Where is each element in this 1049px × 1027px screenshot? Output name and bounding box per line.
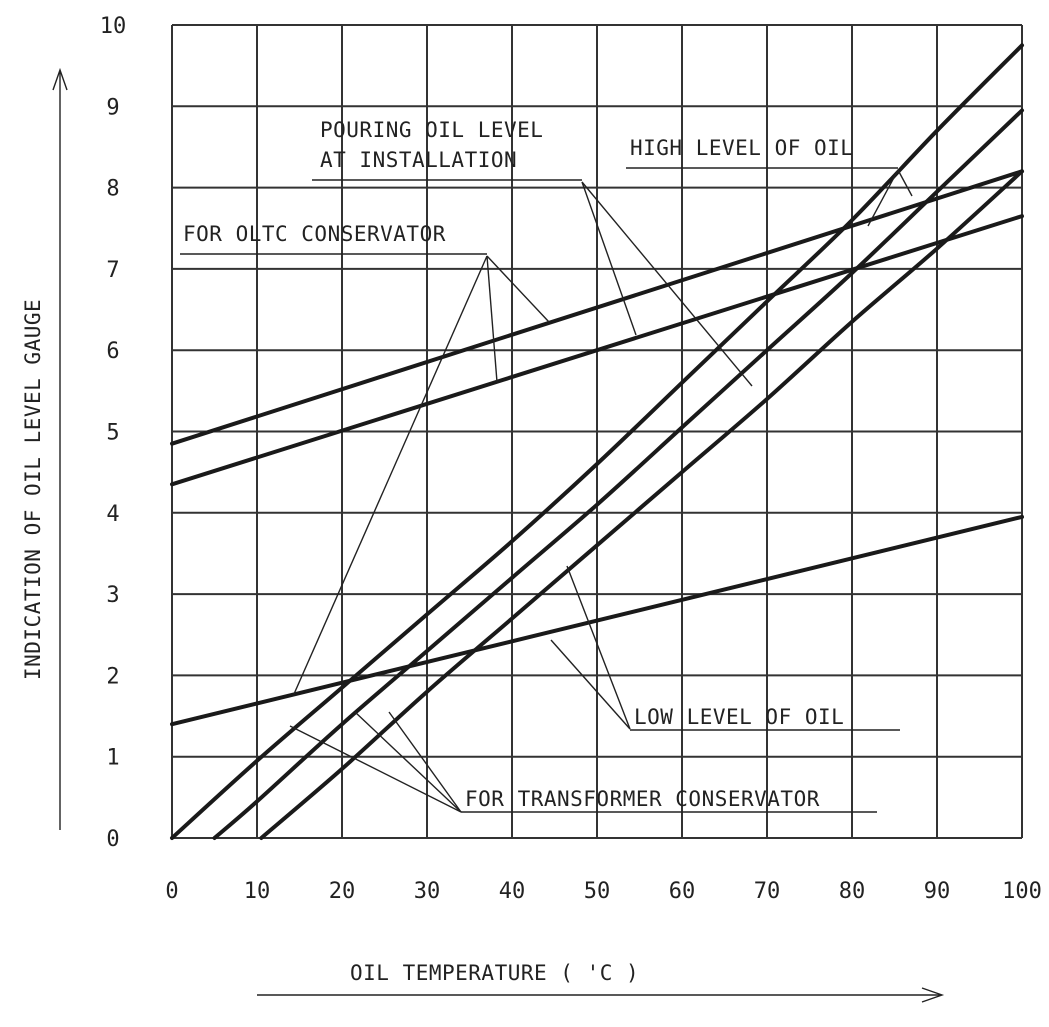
leader-oltc-2 xyxy=(486,255,498,383)
y-tick-label: 6 xyxy=(106,339,119,364)
series-line-transformer-pouring xyxy=(212,108,1024,840)
x-tick-label: 40 xyxy=(499,879,526,904)
x-axis-arrowhead xyxy=(921,987,945,1003)
x-tick-label: 0 xyxy=(165,879,178,904)
x-tick-label: 20 xyxy=(329,879,356,904)
y-tick-label: 5 xyxy=(106,421,119,446)
leader-high-1 xyxy=(867,169,899,227)
y-tick-label: 1 xyxy=(106,746,119,771)
annotation-leaders xyxy=(289,169,913,813)
y-axis-arrowhead xyxy=(52,67,68,91)
x-tick-labels: 0 10 20 30 40 50 60 70 80 90 100 xyxy=(165,879,1042,904)
annotation-transformer: FOR TRANSFORMER CONSERVATOR xyxy=(465,787,820,811)
x-tick-label: 10 xyxy=(244,879,271,904)
series-line-transformer-low xyxy=(259,169,1024,840)
x-tick-label: 30 xyxy=(414,879,441,904)
annotation-pouring-line1: POURING OIL LEVEL xyxy=(320,118,543,142)
leader-low-1 xyxy=(566,565,631,730)
leader-tr-3 xyxy=(388,711,462,813)
y-tick-label: 4 xyxy=(106,502,119,527)
y-tick-label: 7 xyxy=(106,258,119,283)
leader-pouring-2 xyxy=(581,181,753,387)
x-tick-label: 80 xyxy=(839,879,866,904)
y-tick-label: 9 xyxy=(106,95,119,120)
x-tick-label: 100 xyxy=(1002,879,1042,904)
leader-pouring-1 xyxy=(581,181,637,336)
leader-oltc-3 xyxy=(293,255,488,695)
annotation-oltc: FOR OLTC CONSERVATOR xyxy=(183,222,446,246)
y-axis-title: INDICATION OF OIL LEVEL GAUGE xyxy=(21,299,45,680)
series-line-oltc-pouring xyxy=(170,214,1024,487)
x-tick-label: 90 xyxy=(924,879,951,904)
y-tick-label: 8 xyxy=(106,177,119,202)
leader-low-2 xyxy=(550,639,631,730)
y-tick-labels: 0 1 2 3 4 5 6 7 8 9 10 xyxy=(100,14,127,852)
y-tick-label: 0 xyxy=(106,827,119,852)
grid xyxy=(171,24,1023,839)
x-tick-label: 60 xyxy=(669,879,696,904)
series-line-transformer-high xyxy=(170,43,1024,840)
x-axis-title: OIL TEMPERATURE ( 'C ) xyxy=(350,961,639,985)
y-tick-label: 2 xyxy=(106,664,119,689)
annotation-low-level: LOW LEVEL OF OIL xyxy=(634,705,844,729)
series-line-oltc-low xyxy=(170,514,1024,727)
series-line-oltc-high xyxy=(170,169,1024,446)
y-tick-label: 10 xyxy=(100,14,127,39)
leader-tr-2 xyxy=(354,711,462,813)
y-tick-label: 3 xyxy=(106,583,119,608)
annotation-high-level: HIGH LEVEL OF OIL xyxy=(630,136,853,160)
leader-tr-1 xyxy=(289,725,462,813)
x-tick-label: 50 xyxy=(584,879,611,904)
leader-high-2 xyxy=(897,169,913,197)
leader-oltc-1 xyxy=(486,255,550,323)
x-tick-label: 70 xyxy=(754,879,781,904)
annotation-pouring-line2: AT INSTALLATION xyxy=(320,148,517,172)
series-lines xyxy=(170,43,1024,840)
